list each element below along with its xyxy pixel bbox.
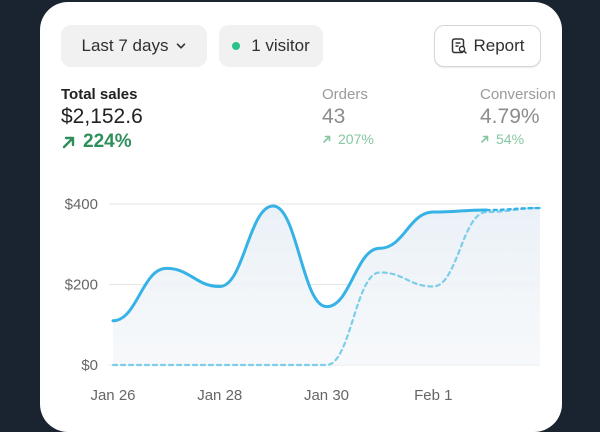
- arrow-up-right-icon: [323, 135, 331, 143]
- chevron-down-icon: [177, 43, 186, 49]
- metric-value: 43: [322, 105, 346, 128]
- live-visitors-button[interactable]: 1 visitor: [219, 25, 323, 67]
- metric-label: Total sales: [61, 86, 138, 103]
- metric-change: 207%: [322, 131, 374, 147]
- y-tick-label: $200: [65, 277, 98, 294]
- metric-orders[interactable]: Orders 43 207%: [322, 86, 374, 147]
- arrow-up-right-icon: [481, 135, 489, 143]
- sales-series-projection: [485, 206, 542, 212]
- live-dot-icon: [232, 42, 241, 50]
- x-tick-label: Feb 1: [414, 387, 452, 404]
- sales-series-line: [111, 204, 489, 323]
- metric-change-value: 54%: [496, 131, 525, 147]
- metric-label: Conversion: [480, 86, 556, 103]
- sales-line-chart: $400 $200 $0 Jan 26 Jan 28 Jan 30 Feb 1: [65, 196, 542, 404]
- metric-change: 54%: [480, 131, 562, 147]
- y-tick-label: $0: [81, 357, 98, 374]
- x-tick-label: Jan 26: [90, 387, 135, 404]
- area-fill: [113, 206, 540, 365]
- report-label: Report: [473, 36, 525, 55]
- x-tick-label: Jan 30: [304, 387, 349, 404]
- comparison-series-line: [111, 206, 542, 367]
- date-range-label: Last 7 days: [81, 36, 169, 55]
- arrow-up-right-icon: [62, 136, 75, 149]
- x-tick-label: Jan 28: [197, 387, 242, 404]
- metric-label: Orders: [322, 86, 368, 103]
- report-icon: [452, 38, 468, 54]
- metric-change-value: 224%: [83, 131, 132, 152]
- metric-value: 4.79%: [480, 105, 540, 128]
- metric-conversion[interactable]: Conversion 4.79% 54%: [480, 86, 562, 147]
- visitors-label: 1 visitor: [251, 36, 310, 55]
- metric-change-value: 207%: [338, 131, 374, 147]
- date-range-dropdown[interactable]: Last 7 days: [61, 25, 207, 67]
- sales-overview-card: Last 7 days 1 visitor Report Total sales…: [40, 2, 562, 432]
- metric-value: $2,152.6: [61, 105, 143, 128]
- report-button[interactable]: Report: [434, 25, 541, 67]
- metric-change: 224%: [61, 131, 143, 153]
- metric-total-sales[interactable]: Total sales $2,152.6 224%: [61, 86, 143, 153]
- y-tick-label: $400: [65, 196, 98, 213]
